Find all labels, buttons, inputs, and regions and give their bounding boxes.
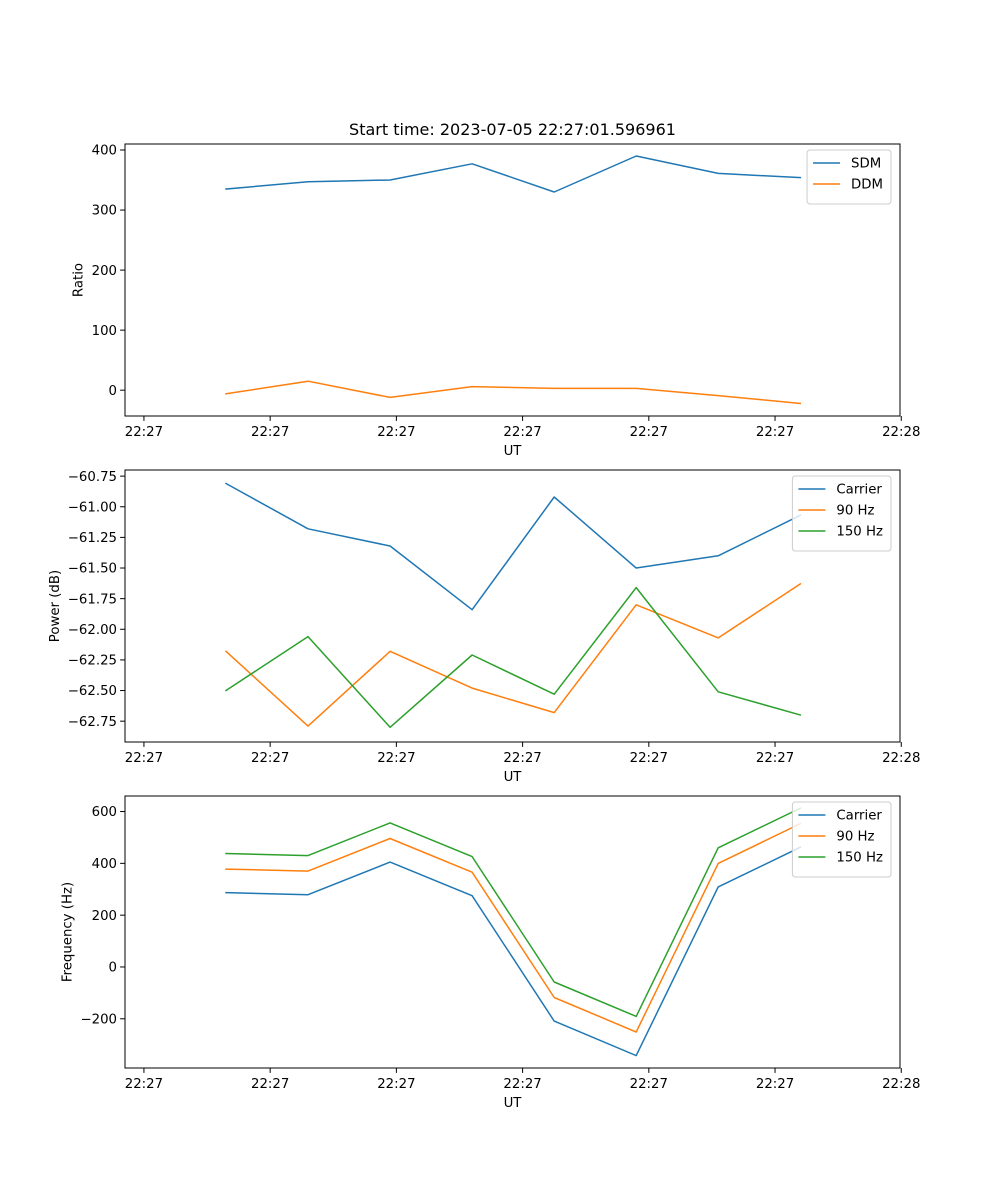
plot1-axes-frame [124,143,901,417]
plot1-x-tick-label: 22:27 [503,425,541,440]
plot1-x-tick-label: 22:28 [882,425,920,440]
plot1-x-tick-label: 22:27 [125,425,163,440]
plot1-legend: SDM DDM [806,149,892,205]
plot2-legend: Carrier 90 Hz 150 Hz [791,475,892,552]
plot3-y-tick-label: 0 [109,961,117,976]
plot2-y-tick-label: −62.50 [68,684,117,699]
plot1-x-axis-label: UT [504,444,523,459]
plot3-y-tick-label: −200 [80,1012,117,1027]
plot2-legend-frame [791,475,892,552]
plot3-x-axis-label: UT [504,1096,523,1111]
plot1-x-tick-label: 22:27 [630,425,668,440]
plot2-y-axis-label: Power (dB) [48,570,63,642]
plot1-y-tick-label: 400 [92,144,117,159]
plot2-axes-frame [124,469,901,743]
plot3-axes-frame [124,795,901,1069]
plot3-x-tick-label: 22:27 [630,1077,668,1092]
plot1-y-tick-label: 0 [109,384,117,399]
plot3-y-tick-label: 600 [92,805,117,820]
plot3-x-tick-label: 22:27 [125,1077,163,1092]
plot1-y-axis-label: Ratio [72,263,87,297]
plot2-group: 22:27 22:27 22:27 22:27 22:27 22:27 22:28 −62.7… [48,469,920,785]
plot3-series-90-hz-line [225,822,802,1033]
plot2-y-tick-label: −62.75 [68,715,117,730]
plot2-x-tick-label: 22:27 [630,751,668,766]
plot1-x-tick-label: 22:27 [377,425,415,440]
plot2-series-150-hz-line [224,586,802,729]
plot2-x-tick-label: 22:27 [756,751,794,766]
plot3-x-tick-label: 22:27 [377,1077,415,1092]
plot2-x-tick-label: 22:27 [125,751,163,766]
plot1-series-ddm-line [225,380,802,405]
plot3-y-axis-label: Frequency (Hz) [60,882,75,982]
plot1-title: Start time: 2023-07-05 22:27:01.596961 [349,120,676,139]
plot1-x-tick-label: 22:27 [251,425,289,440]
plot3-series-carrier-line [225,846,802,1057]
plot2-series-carrier-line [224,482,802,611]
plot2-series-90-hz-line [224,582,802,727]
plot2-y-tick-label: −61.75 [68,592,117,607]
plot2-y-tick-label: −62.25 [68,654,117,669]
plot1-x-tick-label: 22:27 [756,425,794,440]
plot2-legend-label: 150 Hz [836,525,883,540]
plot1-y-tick-label: 300 [92,204,117,219]
plot2-y-tick-label: −61.50 [68,562,117,577]
plot1-y-tick-label: 100 [92,324,117,339]
plot3-y-tick-label: 400 [92,857,117,872]
plot3-legend: Carrier 90 Hz 150 Hz [791,801,892,878]
plot2-y-tick-label: −62.00 [68,623,117,638]
plot3-x-tick-label: 22:27 [756,1077,794,1092]
plot2-x-tick-label: 22:28 [882,751,920,766]
plot2-x-tick-label: 22:27 [503,751,541,766]
plot2-x-tick-label: 22:27 [377,751,415,766]
plot2-legend-label: 90 Hz [836,504,874,519]
plot2-y-tick-label: −60.75 [68,470,117,485]
plot3-x-tick-label: 22:27 [503,1077,541,1092]
plot2-legend-label: Carrier [836,483,882,498]
plot3-legend-label: 150 Hz [836,851,883,866]
plot3-legend-frame [791,801,892,878]
plot3-series-150-hz-line [225,807,802,1018]
plot2-y-tick-label: −61.25 [68,531,117,546]
plot3-x-tick-label: 22:27 [251,1077,289,1092]
plot3-y-tick-label: 200 [92,909,117,924]
plot1-group: 22:27 22:27 22:27 22:27 22:27 22:27 22:28 0 100 2… [72,120,921,459]
plot2-x-axis-label: UT [504,770,523,785]
plot2-y-tick-label: −61.00 [68,500,117,515]
plot1-legend-label: DDM [851,178,883,193]
plot1-series-sdm-line [225,155,802,193]
plot1-y-tick-label: 200 [92,264,117,279]
plot3-legend-label: Carrier [836,809,882,824]
plot3-legend-label: 90 Hz [836,830,874,845]
plot1-legend-label: SDM [851,157,881,172]
plot3-x-tick-label: 22:28 [882,1077,920,1092]
plot2-x-tick-label: 22:27 [251,751,289,766]
plot3-group: 22:27 22:27 22:27 22:27 22:27 22:27 22:28 −200 0… [60,795,920,1111]
